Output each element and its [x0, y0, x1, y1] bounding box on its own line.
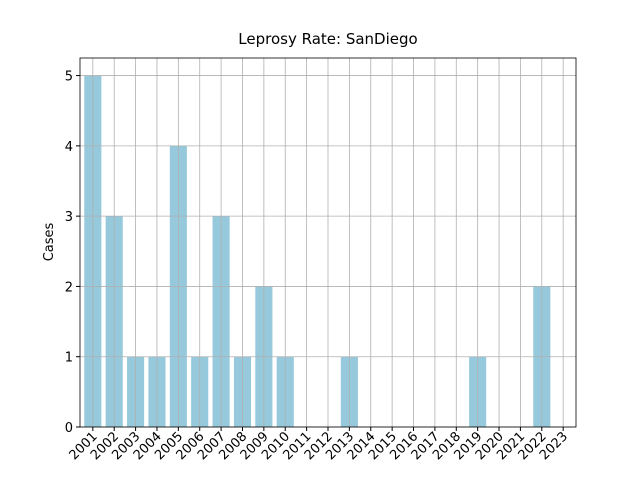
y-tick-label: 3 — [65, 210, 73, 225]
y-tick-label: 1 — [65, 351, 73, 366]
chart-title: Leprosy Rate: SanDiego — [238, 30, 417, 48]
y-tick-label: 2 — [65, 280, 73, 295]
y-tick-label: 0 — [65, 421, 73, 436]
y-axis-label: Cases — [42, 222, 57, 261]
y-tick-label: 5 — [65, 70, 73, 85]
plot-frame — [79, 57, 577, 428]
y-tick-label: 4 — [65, 140, 73, 155]
